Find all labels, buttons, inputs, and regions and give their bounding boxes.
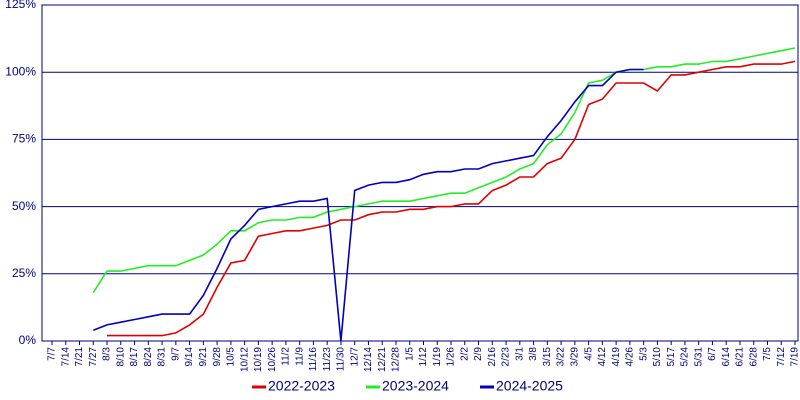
x-tick-label: 7/5: [762, 347, 773, 361]
x-tick-label: 12/14: [363, 347, 374, 372]
x-tick-label: 5/17: [666, 347, 677, 367]
x-tick-label: 7/19: [790, 347, 800, 367]
x-tick-label: 8/17: [129, 347, 140, 367]
series-line: [92, 47, 796, 294]
x-tick-label: 5/31: [693, 347, 704, 367]
x-tick-label: 10/19: [253, 347, 264, 372]
x-tick-label: 3/15: [542, 347, 553, 367]
y-tick-label: 0%: [19, 333, 37, 347]
x-tick-label: 9/7: [170, 347, 181, 361]
x-tick-label: 8/3: [102, 347, 113, 361]
x-tick-label: 12/28: [391, 347, 402, 372]
series-line: [93, 68, 644, 342]
x-tick-label: 3/1: [514, 347, 525, 361]
x-tick-label: 2/23: [501, 347, 512, 367]
x-tick-label: 9/21: [198, 347, 209, 367]
x-tick-label: 1/5: [404, 347, 415, 361]
legend-label: 2024-2025: [496, 378, 563, 394]
x-tick-label: 11/30: [336, 347, 347, 372]
x-tick-label: 11/9: [294, 347, 305, 366]
y-tick-label: 50%: [12, 199, 36, 213]
x-tick-label: 3/8: [528, 347, 539, 361]
x-tick-label: 7/7: [47, 347, 58, 361]
x-tick-label: 8/24: [143, 347, 154, 367]
x-tick-label: 12/21: [377, 347, 388, 372]
x-tick-label: 5/10: [652, 347, 663, 367]
x-tick-label: 8/10: [115, 347, 126, 367]
x-tick-label: 1/26: [446, 347, 457, 367]
y-tick-label: 25%: [12, 266, 36, 280]
x-tick-label: 10/5: [226, 347, 237, 367]
x-tick-label: 1/19: [432, 347, 443, 367]
y-tick-label: 100%: [5, 64, 36, 78]
y-tick-label: 75%: [12, 132, 36, 146]
x-tick-label: 4/19: [611, 347, 622, 367]
x-tick-label: 5/3: [638, 347, 649, 361]
legend-label: 2022-2023: [268, 378, 335, 394]
x-tick-label: 10/26: [267, 347, 278, 372]
x-tick-label: 4/26: [625, 347, 636, 367]
x-tick-label: 6/21: [735, 347, 746, 367]
x-tick-label: 2/2: [459, 347, 470, 361]
x-tick-label: 7/14: [60, 347, 71, 367]
x-tick-label: 5/24: [680, 347, 691, 367]
x-tick-label: 4/5: [583, 347, 594, 361]
y-tick-label: 125%: [5, 0, 36, 11]
x-tick-label: 6/14: [721, 347, 732, 367]
x-tick-label: 9/28: [212, 347, 223, 367]
plot-frame: [41, 4, 799, 342]
x-tick-label: 11/23: [322, 347, 333, 372]
x-tick-label: 2/9: [473, 347, 484, 361]
x-tick-label: 6/7: [707, 347, 718, 361]
x-tick-label: 1/12: [418, 347, 429, 367]
x-tick-label: 3/22: [556, 347, 567, 367]
x-tick-label: 12/7: [349, 347, 360, 367]
x-tick-label: 11/2: [281, 347, 292, 366]
x-tick-label: 9/14: [184, 347, 195, 367]
x-tick-label: 4/12: [597, 347, 608, 367]
x-tick-label: 7/27: [88, 347, 99, 367]
x-tick-label: 6/28: [748, 347, 759, 367]
x-tick-label: 10/12: [239, 347, 250, 372]
legend-label: 2023-2024: [382, 378, 449, 394]
x-tick-label: 11/16: [308, 347, 319, 372]
x-tick-label: 7/21: [74, 347, 85, 367]
x-tick-label: 8/31: [157, 347, 168, 367]
x-tick-label: 7/12: [776, 347, 787, 367]
x-tick-label: 2/16: [487, 347, 498, 367]
x-tick-label: 3/29: [569, 347, 580, 367]
series-line: [107, 60, 796, 337]
